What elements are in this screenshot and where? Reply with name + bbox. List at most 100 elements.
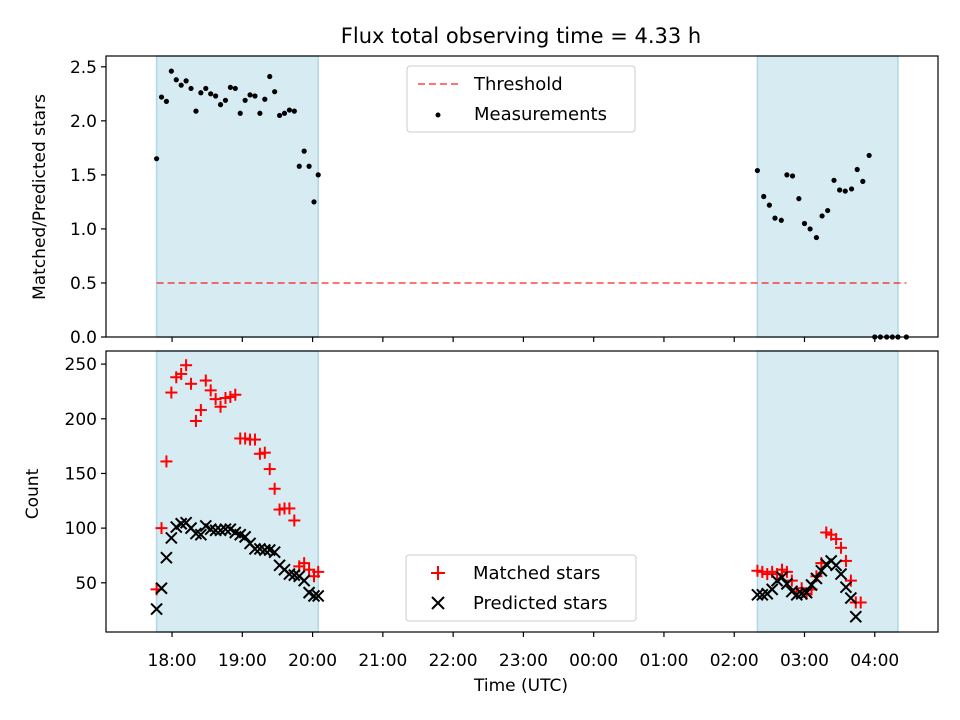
x-tick-label: 23:00 — [499, 651, 548, 671]
measurement-point — [801, 220, 808, 227]
matched-star-point — [160, 455, 173, 468]
predicted-star-points — [150, 516, 862, 623]
observing-window-1 — [155, 55, 319, 338]
measurement-point — [247, 92, 253, 98]
matched-star-point — [830, 533, 843, 546]
measurement-point — [286, 107, 293, 113]
measurement-point — [163, 98, 170, 104]
measurement-point — [848, 186, 855, 192]
predicted-star-point — [849, 610, 862, 623]
top-legend: Threshold Measurements — [406, 65, 636, 133]
matched-star-point — [185, 377, 198, 390]
matched-star-point — [258, 446, 271, 459]
measurement-point — [301, 148, 307, 154]
matched-star-point — [189, 414, 202, 427]
matched-star-point — [854, 596, 867, 609]
measurement-point — [222, 97, 229, 103]
bottom-legend: Matched stars Predicted stars — [405, 554, 637, 622]
matched-star-point — [835, 541, 848, 554]
predicted-star-point — [312, 589, 325, 603]
measurement-point — [252, 93, 258, 99]
measurement-point — [860, 178, 866, 184]
matched-star-point — [199, 374, 212, 387]
predicted-star-point — [834, 567, 848, 581]
legend-measurements-swatch — [435, 112, 441, 118]
chart-title: Flux total observing time = 4.33 h — [341, 24, 701, 48]
measurement-point — [761, 193, 767, 200]
observing-window-1 — [155, 350, 319, 633]
measurement-point — [237, 110, 243, 116]
matched-star-point — [283, 502, 296, 515]
predicted-star-point — [829, 559, 843, 572]
y-tick-label: 2.0 — [70, 112, 97, 132]
measurement-point — [168, 68, 174, 74]
observing-window-2 — [756, 55, 899, 338]
predicted-star-point — [780, 577, 794, 591]
matched-star-point — [288, 514, 301, 527]
measurement-point — [778, 217, 784, 223]
predicted-star-point — [150, 602, 163, 616]
measurement-point — [311, 199, 317, 205]
predicted-star-point — [810, 572, 823, 585]
measurement-point — [825, 207, 831, 214]
measurement-point — [784, 172, 790, 178]
predicted-star-point — [160, 551, 173, 564]
measurement-point — [203, 85, 209, 92]
measurement-point — [837, 187, 843, 193]
measurement-point — [262, 96, 268, 102]
measurement-point — [315, 172, 321, 178]
y-tick-label: 2.5 — [70, 58, 97, 78]
matched-star-point — [263, 463, 276, 476]
top-axes-frame — [105, 55, 939, 338]
measurement-point — [754, 167, 761, 174]
y-tick-label: 1.5 — [70, 166, 97, 186]
legend-measurements-label: Measurements — [474, 104, 607, 125]
matched-star-point — [785, 574, 798, 587]
measurement-point — [854, 166, 860, 173]
x-tick-label: 01:00 — [639, 651, 688, 671]
predicted-star-point — [297, 574, 311, 587]
bottom-axes-frame — [105, 350, 939, 633]
matched-star-point — [155, 522, 168, 535]
measurement-point — [772, 215, 778, 221]
matched-star-point — [209, 393, 222, 406]
predicted-star-point — [219, 523, 232, 536]
measurement-point — [208, 91, 214, 97]
legend-matched-swatch — [431, 566, 445, 580]
measurement-point — [213, 93, 219, 99]
predicted-star-point — [258, 543, 272, 557]
legend-matched-label: Matched stars — [473, 563, 600, 584]
measurement-point — [173, 77, 179, 83]
measurement-point — [183, 78, 189, 84]
x-tick-label: 22:00 — [429, 651, 478, 671]
measurement-point — [198, 90, 204, 96]
y-tick-label: 0.5 — [70, 274, 97, 294]
ratio-panel: 0.0 0.5 1.0 1.5 2.0 2.5 Matched/Predicted sta… — [30, 55, 939, 348]
predicted-star-point — [815, 564, 828, 577]
legend-threshold-label: Threshold — [473, 74, 563, 95]
observing-windows — [155, 350, 899, 633]
predicted-star-point — [839, 580, 853, 594]
y-tick-label: 200 — [65, 410, 97, 430]
top-legend-box — [406, 65, 636, 133]
x-tick-label: 19:00 — [218, 651, 267, 671]
measurement-point — [193, 108, 199, 114]
observing-window-2 — [756, 350, 899, 633]
matched-star-point — [214, 400, 227, 413]
measurement-point — [296, 163, 302, 169]
measurement-point — [813, 234, 820, 241]
measurement-point — [842, 188, 848, 194]
y-tick-label: 0.0 — [70, 328, 97, 348]
predicted-star-point — [307, 589, 321, 603]
predicted-star-point — [238, 530, 252, 544]
predicted-star-point — [155, 582, 168, 595]
measurement-point — [232, 85, 238, 92]
predicted-star-point — [805, 578, 818, 592]
bottom-y-axis-ticks: 50 100 150 200 250 — [65, 355, 106, 594]
x-tick-label: 02:00 — [710, 651, 759, 671]
predicted-star-point — [268, 545, 281, 559]
count-panel: 50 100 150 200 250 18:00 19:00 20:00 21:00 22:00… — [23, 350, 939, 696]
measurement-point — [766, 202, 772, 208]
measurement-point — [807, 226, 813, 232]
